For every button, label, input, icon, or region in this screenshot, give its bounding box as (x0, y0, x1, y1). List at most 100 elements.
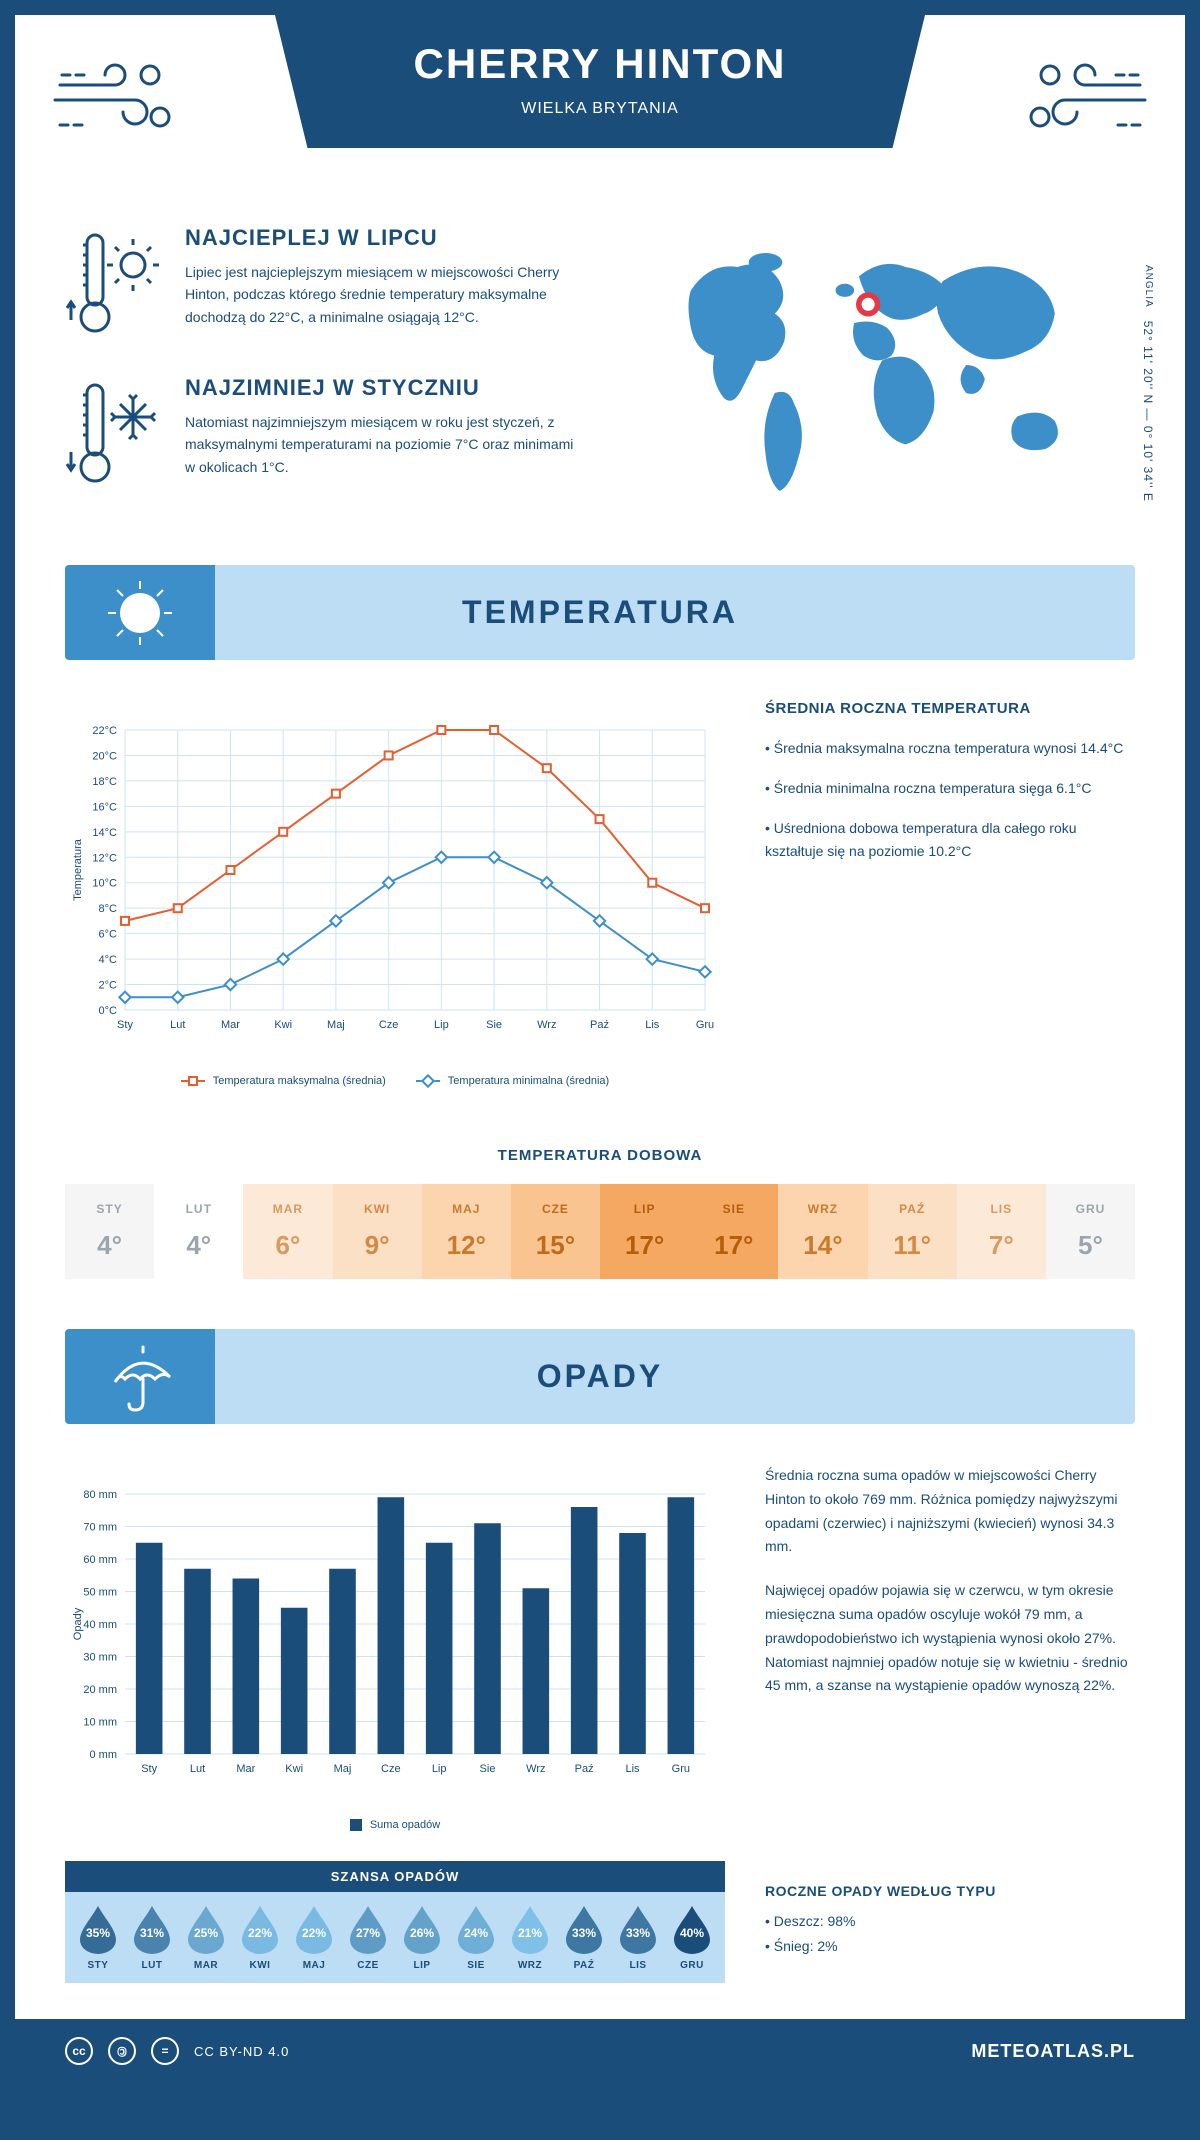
intro-text-column: NAJCIEPLEJ W LIPCU Lipiec jest najcieple… (65, 225, 580, 525)
thermometer-cold-icon (65, 375, 165, 495)
precip-chart: 0 mm10 mm20 mm30 mm40 mm50 mm60 mm70 mm8… (65, 1464, 725, 1804)
svg-text:Sty: Sty (117, 1019, 133, 1031)
svg-text:Wrz: Wrz (526, 1763, 545, 1775)
precip-title: OPADY (537, 1358, 663, 1395)
svg-text:20 mm: 20 mm (83, 1684, 117, 1696)
coordinates: ANGLIA 52° 11' 20'' N — 0° 10' 34'' E (1141, 265, 1155, 502)
umbrella-icon (65, 1329, 215, 1424)
svg-text:Cze: Cze (379, 1019, 399, 1031)
legend-item-precip: Suma opadów (350, 1819, 440, 1831)
svg-text:10°C: 10°C (92, 878, 117, 890)
precip-type-section: ROCZNE OPADY WEDŁUG TYPU • Deszcz: 98%• … (65, 1863, 1135, 1959)
daily-month: GRU (1046, 1202, 1135, 1216)
svg-text:20°C: 20°C (92, 750, 117, 762)
chance-month: WRZ (505, 1960, 555, 1971)
daily-value: 5° (1046, 1230, 1135, 1261)
chance-month: GRU (667, 1960, 717, 1971)
daily-cell: MAJ12° (422, 1184, 511, 1279)
chance-month: PAŹ (559, 1960, 609, 1971)
svg-text:Gru: Gru (696, 1019, 714, 1031)
chance-month: MAJ (289, 1960, 339, 1971)
page-subtitle: WIELKA BRYTANIA (355, 100, 845, 118)
daily-cell: LUT 4° (154, 1184, 243, 1279)
map-column: ANGLIA 52° 11' 20'' N — 0° 10' 34'' E (620, 225, 1135, 525)
svg-text:0 mm: 0 mm (90, 1749, 118, 1761)
page-title: CHERRY HINTON (355, 40, 845, 88)
svg-text:Mar: Mar (236, 1763, 255, 1775)
chance-month: LUT (127, 1960, 177, 1971)
daily-month: MAJ (422, 1202, 511, 1216)
precip-section: 0 mm10 mm20 mm30 mm40 mm50 mm60 mm70 mm8… (15, 1424, 1185, 1851)
svg-text:10 mm: 10 mm (83, 1717, 117, 1729)
daily-cell: MAR6° (243, 1184, 332, 1279)
svg-text:Cze: Cze (381, 1763, 401, 1775)
daily-month: LIP (600, 1202, 689, 1216)
sun-icon (65, 565, 215, 660)
daily-cell: GRU 5° (1046, 1184, 1135, 1279)
svg-text:Lut: Lut (170, 1019, 185, 1031)
daily-value: 9° (333, 1230, 422, 1261)
precip-summary: Średnia roczna suma opadów w miejscowośc… (765, 1464, 1135, 1831)
daily-value: 17° (600, 1230, 689, 1261)
daily-month: LUT (154, 1202, 243, 1216)
chance-month: KWI (235, 1960, 285, 1971)
precip-chart-wrap: 0 mm10 mm20 mm30 mm40 mm50 mm60 mm70 mm8… (65, 1464, 725, 1831)
daily-month: STY (65, 1202, 154, 1216)
coldest-block: NAJZIMNIEJ W STYCZNIU Natomiast najzimni… (65, 375, 580, 495)
coldest-heading: NAJZIMNIEJ W STYCZNIU (185, 375, 580, 401)
temperature-section: 0°C2°C4°C6°C8°C10°C12°C14°C16°C18°C20°C2… (15, 660, 1185, 1127)
svg-text:Wrz: Wrz (537, 1019, 556, 1031)
svg-text:Paź: Paź (590, 1019, 609, 1031)
wind-icon (1010, 45, 1150, 145)
svg-text:Lip: Lip (434, 1019, 449, 1031)
brand-text: METEOATLAS.PL (971, 2041, 1135, 2062)
daily-cell: LIP 17° (600, 1184, 689, 1279)
svg-text:18°C: 18°C (92, 776, 117, 788)
precip-type-item: • Śnieg: 2% (765, 1934, 1135, 1959)
daily-value: 14° (778, 1230, 867, 1261)
chance-month: SIE (451, 1960, 501, 1971)
warmest-text: Lipiec jest najcieplejszym miesiącem w m… (185, 261, 580, 328)
daily-value: 17° (689, 1230, 778, 1261)
coldest-text: Natomiast najzimniejszym miesiącem w rok… (185, 411, 580, 478)
svg-text:0°C: 0°C (99, 1005, 118, 1017)
temperature-summary: ŚREDNIA ROCZNA TEMPERATURA • Średnia mak… (765, 700, 1135, 1087)
daily-value: 4° (65, 1230, 154, 1261)
svg-text:Kwi: Kwi (285, 1763, 303, 1775)
svg-text:40 mm: 40 mm (83, 1619, 117, 1631)
daily-value: 7° (957, 1230, 1046, 1261)
legend-item-min: Temperatura minimalna (średnia) (416, 1075, 609, 1087)
temperature-summary-heading: ŚREDNIA ROCZNA TEMPERATURA (765, 700, 1135, 717)
svg-text:2°C: 2°C (99, 980, 118, 992)
svg-text:Opady: Opady (72, 1607, 84, 1640)
chance-month: STY (73, 1960, 123, 1971)
daily-temperature-table: STY4°LUT4°MAR6°KWI9°MAJ12°CZE15°LIP17°SI… (65, 1184, 1135, 1279)
daily-value: 15° (511, 1230, 600, 1261)
temperature-legend: Temperatura maksymalna (średnia) Tempera… (65, 1075, 725, 1087)
svg-text:80 mm: 80 mm (83, 1489, 117, 1501)
temperature-banner: TEMPERATURA (65, 565, 1135, 660)
svg-text:16°C: 16°C (92, 801, 117, 813)
nd-icon: = (151, 2037, 179, 2065)
temperature-title: TEMPERATURA (462, 594, 738, 631)
svg-text:Sie: Sie (486, 1019, 502, 1031)
temperature-chart-wrap: 0°C2°C4°C6°C8°C10°C12°C14°C16°C18°C20°C2… (65, 700, 725, 1087)
daily-month: PAŹ (868, 1202, 957, 1216)
daily-value: 6° (243, 1230, 332, 1261)
region-label: ANGLIA (1143, 265, 1154, 308)
svg-text:22°C: 22°C (92, 725, 117, 737)
daily-month: WRZ (778, 1202, 867, 1216)
footer: cc 🄯 = CC BY-ND 4.0 METEOATLAS.PL (15, 2019, 1185, 2083)
precip-type-heading: ROCZNE OPADY WEDŁUG TYPU (765, 1883, 1135, 1899)
by-icon: 🄯 (108, 2037, 136, 2065)
chance-month: LIP (397, 1960, 447, 1971)
svg-text:Maj: Maj (327, 1019, 345, 1031)
daily-month: CZE (511, 1202, 600, 1216)
daily-cell: WRZ 14° (778, 1184, 867, 1279)
svg-text:Paź: Paź (575, 1763, 594, 1775)
header-banner: CHERRY HINTON WIELKA BRYTANIA (275, 15, 925, 148)
svg-text:Temperatura: Temperatura (72, 838, 84, 901)
svg-text:50 mm: 50 mm (83, 1587, 117, 1599)
temperature-summary-item: • Średnia minimalna roczna temperatura s… (765, 777, 1135, 801)
daily-value: 4° (154, 1230, 243, 1261)
